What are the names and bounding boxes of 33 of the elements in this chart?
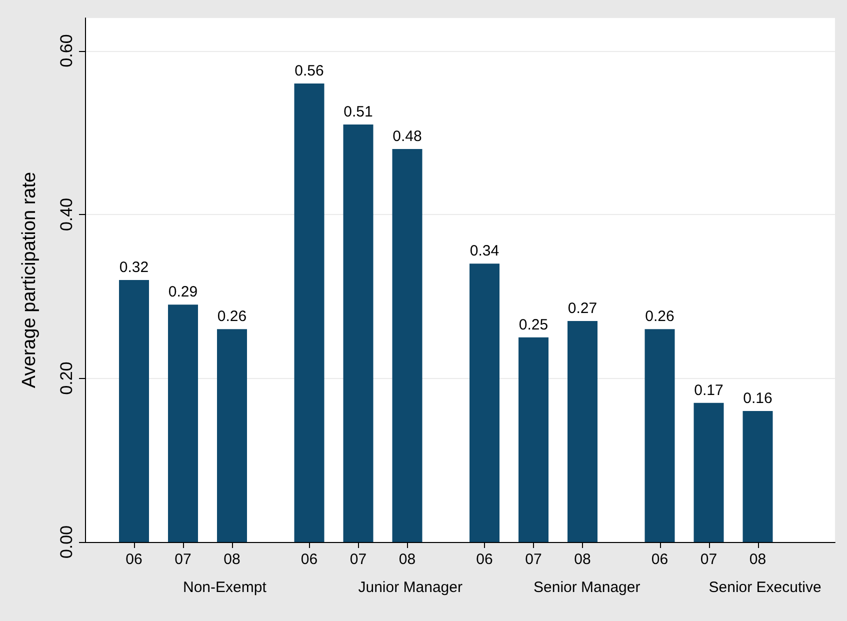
x-tick-label: 06 xyxy=(476,551,493,568)
text: Senior Manager xyxy=(533,579,640,596)
data-label: 0.26 xyxy=(217,308,247,326)
x-tick-label: 07 xyxy=(174,551,192,568)
text: Non-Exempt xyxy=(182,579,268,596)
y-axis-title: Average participation rate xyxy=(19,172,40,388)
data-label: 0.26 xyxy=(645,308,674,326)
y-tick-label: 0.00 xyxy=(57,525,76,559)
x-tick-label: 07 xyxy=(700,551,718,568)
x-tick-label: 07 xyxy=(525,551,542,568)
x-tick-label: 06 xyxy=(300,551,318,568)
y-tick-label: 0.60 xyxy=(57,34,76,68)
data-label: 0.29 xyxy=(168,284,198,301)
data-label: 0.25 xyxy=(518,316,548,334)
x-tick-label: 06 xyxy=(126,551,142,568)
data-label: 0.16 xyxy=(743,390,772,407)
y-tick-label: 0.20 xyxy=(57,362,76,395)
x-tick-label: 07 xyxy=(350,551,367,568)
data-label: 0.56 xyxy=(294,62,324,80)
data-label: 0.27 xyxy=(568,300,598,317)
x-tick-label: 08 xyxy=(398,551,416,568)
x-tick-label: 06 xyxy=(651,551,668,568)
x-tick-label: 08 xyxy=(224,551,240,568)
text: Junior Manager xyxy=(358,579,462,596)
data-label: 0.17 xyxy=(694,382,724,399)
x-tick-label: 08 xyxy=(749,551,766,568)
data-label: 0.48 xyxy=(392,128,422,145)
text: Senior Executive xyxy=(708,579,822,596)
data-label: 0.34 xyxy=(470,242,500,260)
y-tick-label: 0.40 xyxy=(57,198,76,232)
data-label: 0.51 xyxy=(344,103,373,120)
x-tick-label: 08 xyxy=(574,551,591,568)
data-label: 0.32 xyxy=(119,259,149,276)
